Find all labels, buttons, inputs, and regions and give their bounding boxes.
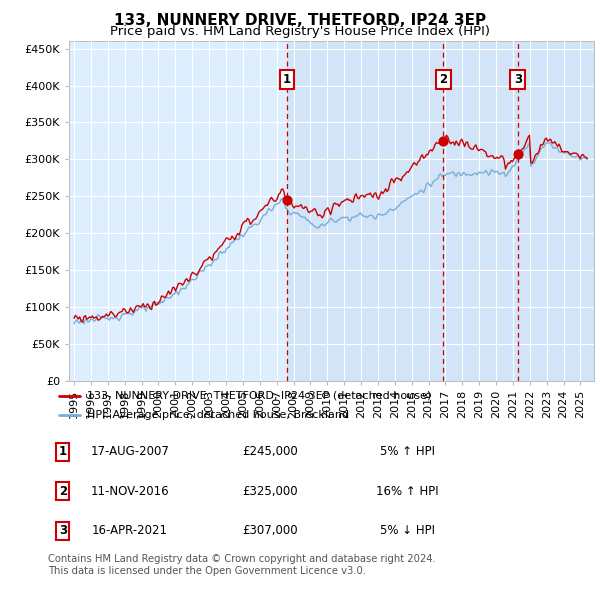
Text: 133, NUNNERY DRIVE, THETFORD, IP24 3EP: 133, NUNNERY DRIVE, THETFORD, IP24 3EP [114, 13, 486, 28]
Text: 2: 2 [59, 484, 67, 498]
Text: 133, NUNNERY DRIVE, THETFORD, IP24 3EP (detached house): 133, NUNNERY DRIVE, THETFORD, IP24 3EP (… [87, 391, 431, 401]
Text: Contains HM Land Registry data © Crown copyright and database right 2024.
This d: Contains HM Land Registry data © Crown c… [48, 554, 436, 576]
Text: 3: 3 [59, 524, 67, 537]
Text: 5% ↓ HPI: 5% ↓ HPI [380, 524, 434, 537]
Text: 16% ↑ HPI: 16% ↑ HPI [376, 484, 439, 498]
Text: HPI: Average price, detached house, Breckland: HPI: Average price, detached house, Brec… [87, 410, 349, 420]
Text: 5% ↑ HPI: 5% ↑ HPI [380, 445, 434, 458]
Text: 16-APR-2021: 16-APR-2021 [92, 524, 168, 537]
Point [513, 149, 523, 159]
Text: 11-NOV-2016: 11-NOV-2016 [91, 484, 169, 498]
Text: 3: 3 [514, 73, 522, 86]
Text: £245,000: £245,000 [242, 445, 298, 458]
Bar [287, 41, 594, 381]
Text: Price paid vs. HM Land Registry's House Price Index (HPI): Price paid vs. HM Land Registry's House … [110, 25, 490, 38]
Point [283, 195, 292, 205]
Text: 1: 1 [283, 73, 291, 86]
Text: £307,000: £307,000 [242, 524, 298, 537]
Text: 17-AUG-2007: 17-AUG-2007 [91, 445, 169, 458]
Text: 1: 1 [59, 445, 67, 458]
Text: 2: 2 [439, 73, 448, 86]
Point [439, 136, 448, 146]
Text: £325,000: £325,000 [242, 484, 298, 498]
